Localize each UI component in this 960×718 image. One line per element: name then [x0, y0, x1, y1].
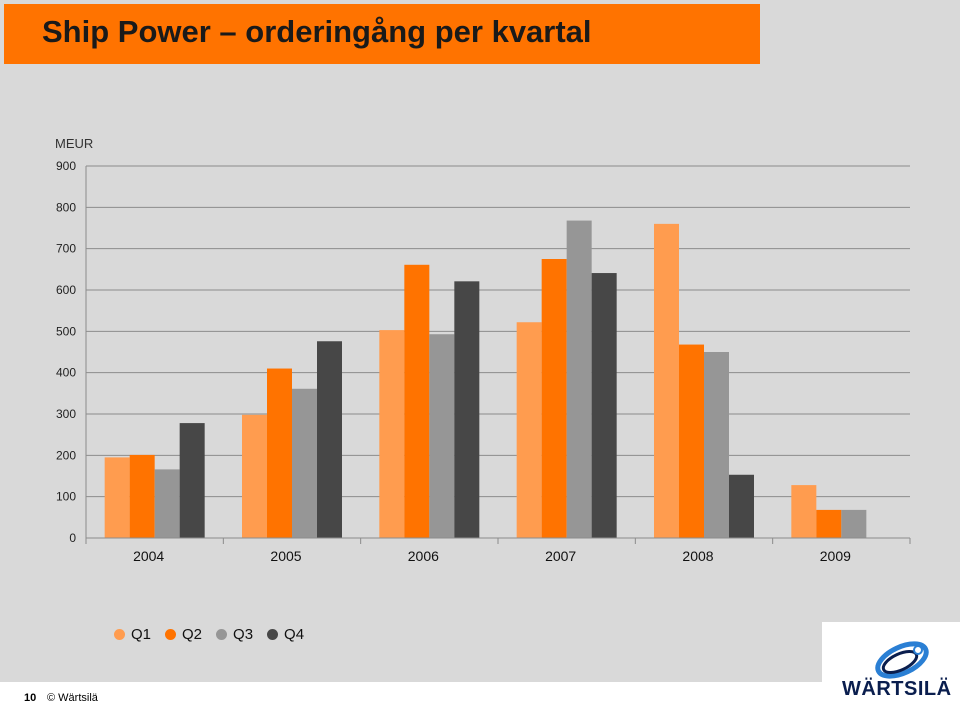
y-tick-labels: 0 100 200 300 400 500 600 700 800 900	[56, 159, 76, 545]
page-number: 10	[24, 692, 37, 704]
logo-wordmark: WÄRTSILÄ	[842, 678, 952, 700]
bar-2004-Q2	[129, 454, 155, 538]
slide-title: Ship Power – orderingång per kvartal	[42, 14, 592, 49]
bar-2004-Q3	[154, 469, 180, 538]
y-tick-label: 300	[56, 407, 76, 421]
legend-swatch	[114, 629, 125, 640]
bar-2009-Q3	[841, 509, 867, 538]
y-tick-label: 700	[56, 242, 76, 256]
bar-2006-Q3	[429, 334, 455, 538]
y-axis-unit-label: MEUR	[55, 136, 94, 151]
y-tick-label: 400	[56, 366, 76, 380]
legend-item: Q4	[267, 626, 304, 643]
y-tick-label: 200	[56, 448, 76, 462]
copyright-text: © Wärtsilä	[47, 692, 98, 704]
y-tick-label: 800	[56, 200, 76, 214]
logo-area	[822, 622, 960, 718]
bar-2005-Q3	[292, 388, 317, 538]
bar-2008-Q1	[654, 223, 679, 538]
legend-item: Q1	[114, 626, 151, 643]
bar-2007-Q2	[541, 259, 567, 538]
bar-2007-Q3	[566, 220, 592, 538]
bar-2008-Q3	[704, 352, 729, 538]
category-label: 2009	[820, 548, 851, 564]
gridlines	[86, 165, 910, 498]
title-bar	[4, 4, 760, 64]
x-axis	[85, 166, 911, 544]
category-label: 2008	[682, 548, 713, 564]
category-label: 2007	[545, 548, 576, 564]
y-tick-label: 100	[56, 490, 76, 504]
legend-swatch	[267, 629, 279, 640]
legend: Q1 Q2 Q3 Q4	[114, 626, 318, 643]
legend-label: Q4	[284, 626, 305, 643]
bar-2005-Q4	[317, 341, 342, 538]
bar-2008-Q2	[679, 344, 704, 538]
wartsila-logo-icon	[875, 641, 929, 679]
legend-label: Q3	[233, 626, 254, 643]
bar-2009-Q1	[791, 485, 817, 538]
legend-label: Q1	[131, 626, 152, 643]
category-label: 2004	[133, 548, 164, 564]
category-label: 2005	[270, 548, 301, 564]
footer	[0, 682, 820, 718]
category-label: 2006	[408, 548, 439, 564]
y-tick-label: 500	[56, 324, 76, 338]
y-tick-label: 900	[56, 159, 76, 173]
bar-2004-Q4	[179, 423, 205, 538]
bar-2005-Q1	[242, 414, 267, 538]
bars	[104, 220, 867, 538]
bar-2009-Q2	[816, 509, 842, 538]
bar-2004-Q1	[104, 457, 130, 538]
legend-label: Q2	[182, 626, 203, 643]
legend-swatch	[165, 629, 177, 640]
y-tick-label: 0	[69, 531, 76, 545]
bar-2005-Q2	[267, 368, 292, 538]
bar-2007-Q4	[591, 273, 617, 538]
bar-2006-Q4	[454, 281, 480, 538]
bar-2006-Q1	[379, 330, 405, 538]
legend-swatch	[216, 629, 228, 640]
bar-2006-Q2	[404, 264, 430, 538]
legend-item: Q2	[165, 626, 202, 643]
category-labels: 2004 2005 2006 2007 2008 2009	[133, 548, 851, 564]
bar-2008-Q4	[729, 474, 754, 538]
bar-2007-Q1	[516, 322, 542, 538]
legend-item: Q3	[216, 626, 253, 643]
y-tick-label: 600	[56, 283, 76, 297]
slide-background	[0, 0, 960, 682]
